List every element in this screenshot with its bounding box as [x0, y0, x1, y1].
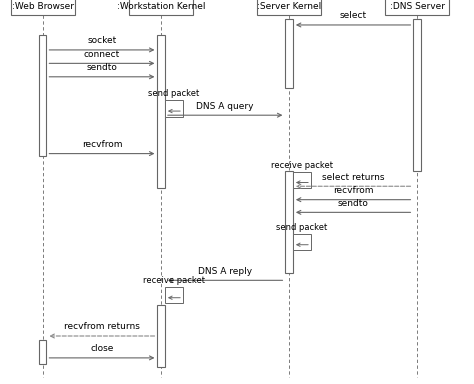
- Text: select: select: [339, 12, 367, 20]
- Bar: [165, 287, 183, 303]
- Bar: [165, 100, 183, 117]
- Text: :Web Browser: :Web Browser: [12, 2, 73, 11]
- Text: receive packet: receive packet: [143, 276, 205, 285]
- Bar: [293, 172, 311, 188]
- Text: DNS A reply: DNS A reply: [198, 267, 252, 276]
- Text: :Server Kernel: :Server Kernel: [257, 2, 321, 11]
- Bar: [10, 0, 75, 15]
- Bar: [129, 0, 193, 15]
- Bar: [413, 19, 421, 171]
- Text: socket: socket: [87, 36, 117, 45]
- Bar: [293, 234, 311, 250]
- Text: recvfrom returns: recvfrom returns: [64, 323, 140, 331]
- Bar: [39, 35, 46, 156]
- Text: send packet: send packet: [148, 89, 200, 98]
- Text: :Workstation Kernel: :Workstation Kernel: [117, 2, 205, 11]
- Text: :DNS Server: :DNS Server: [390, 2, 445, 11]
- Bar: [157, 35, 165, 188]
- Text: send packet: send packet: [276, 223, 328, 232]
- Bar: [285, 171, 293, 273]
- Text: DNS A query: DNS A query: [196, 102, 254, 111]
- Bar: [157, 305, 165, 367]
- Text: sendto: sendto: [86, 63, 118, 72]
- Text: receive packet: receive packet: [271, 161, 333, 170]
- Text: connect: connect: [84, 50, 120, 59]
- Text: select returns: select returns: [322, 173, 384, 182]
- Text: recvfrom: recvfrom: [82, 140, 122, 149]
- Text: close: close: [90, 344, 114, 353]
- Text: sendto: sendto: [337, 199, 369, 208]
- Text: recvfrom: recvfrom: [333, 186, 374, 195]
- Bar: [39, 340, 46, 364]
- Bar: [385, 0, 449, 15]
- Bar: [285, 19, 293, 88]
- Bar: [257, 0, 321, 15]
